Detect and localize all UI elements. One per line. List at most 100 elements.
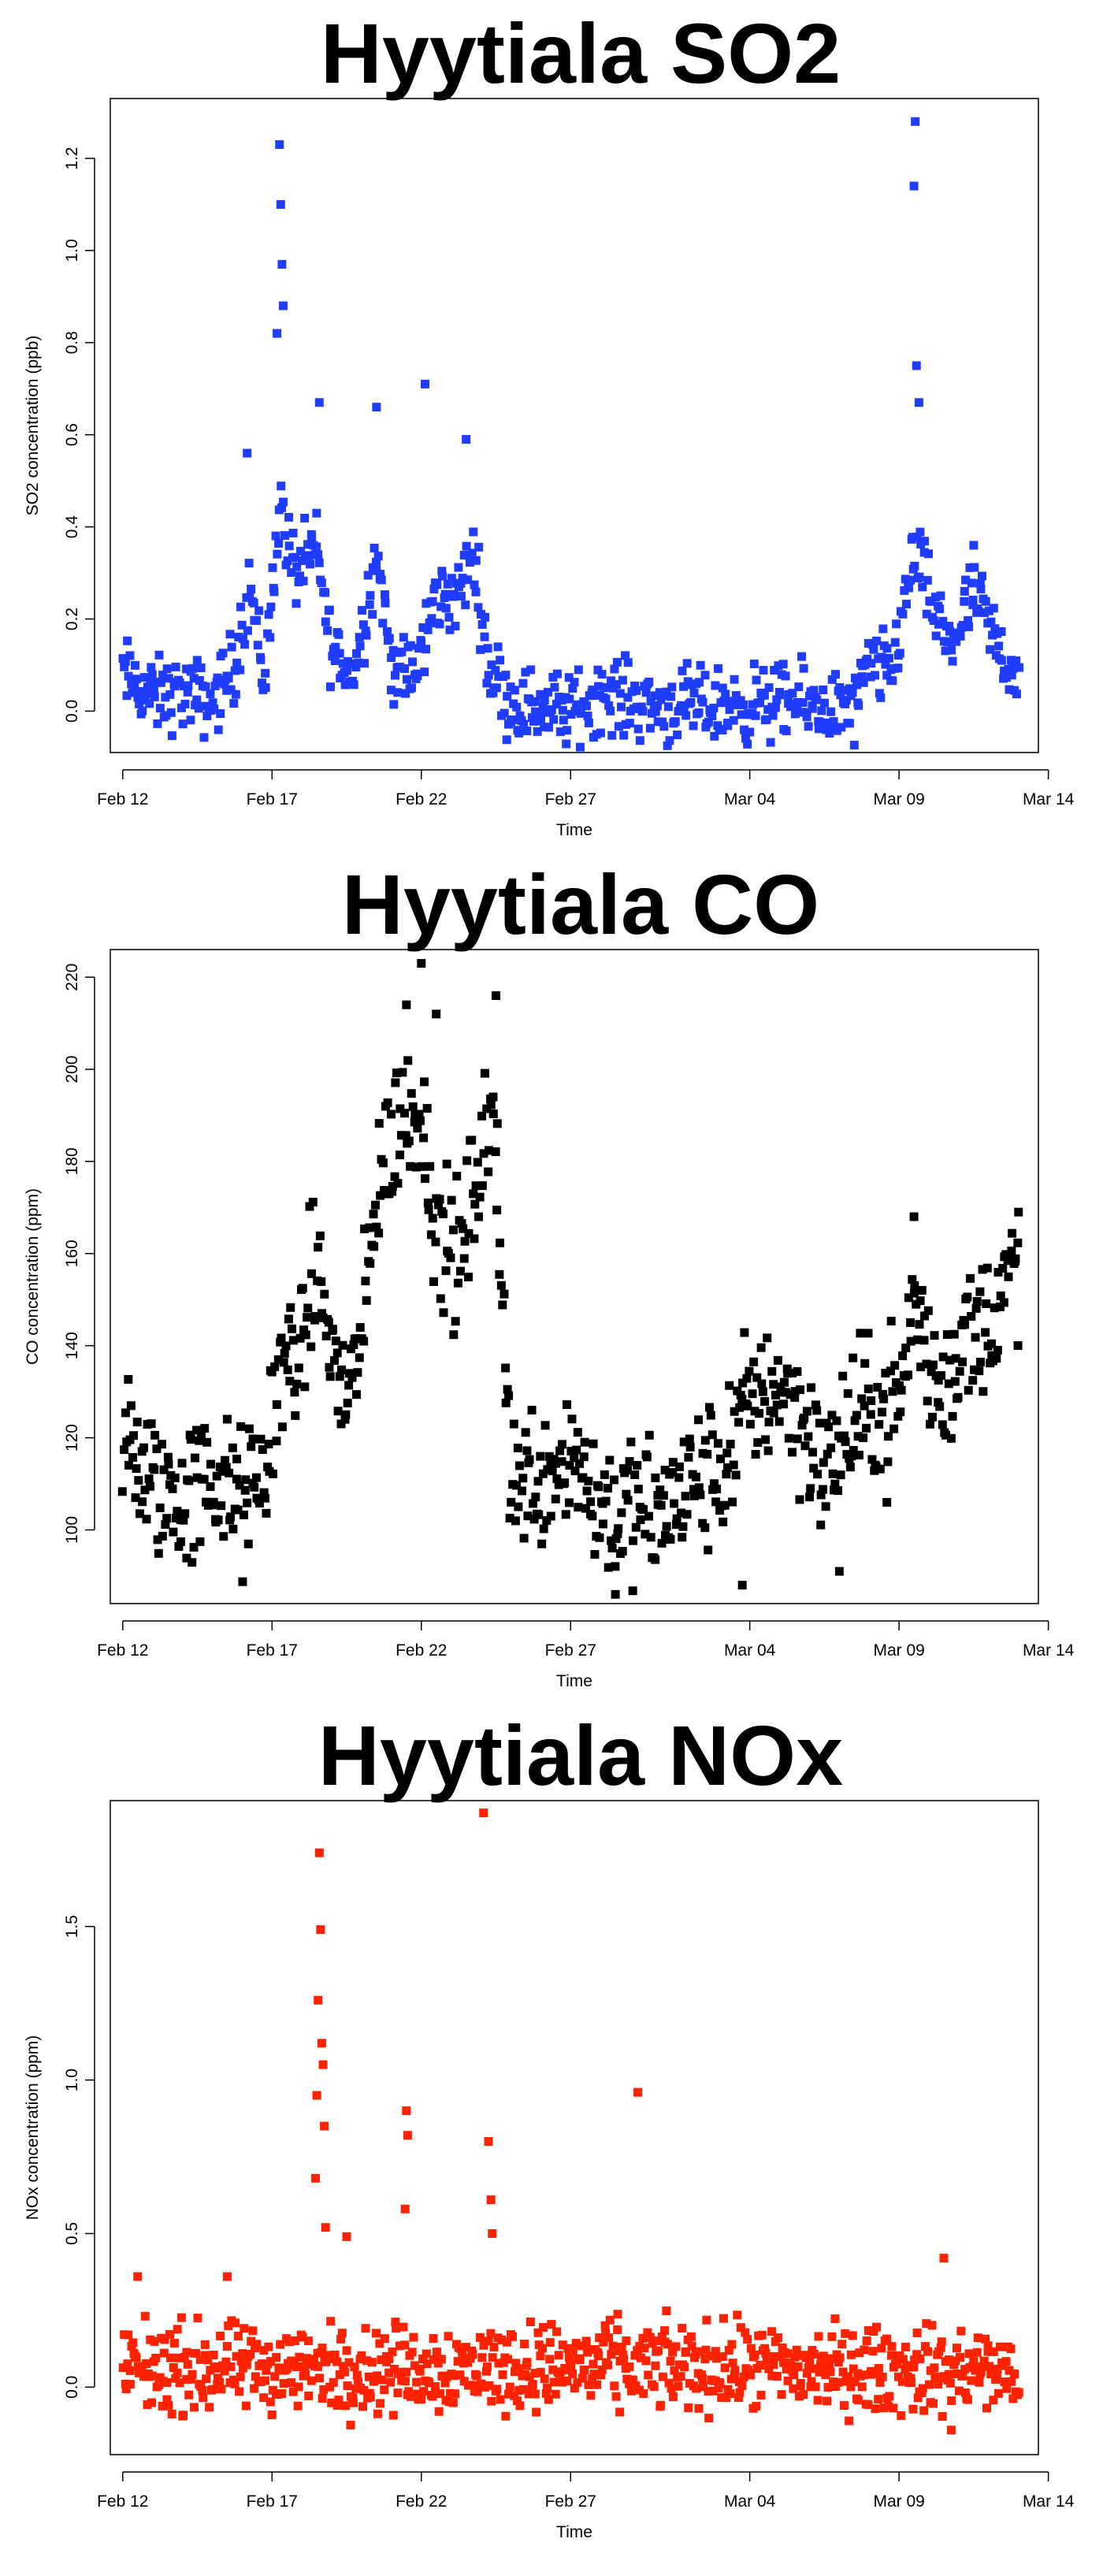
data-point	[121, 1408, 130, 1418]
data-point	[277, 1333, 286, 1343]
data-point	[561, 2365, 570, 2374]
data-point	[878, 624, 888, 634]
data-point	[206, 1482, 215, 1492]
data-point	[876, 693, 886, 702]
data-point	[501, 1398, 511, 1407]
data-point	[554, 1480, 563, 1489]
data-point	[563, 2376, 572, 2385]
data-point	[168, 1484, 177, 1493]
data-point-peak	[317, 2039, 326, 2048]
data-point	[974, 607, 983, 616]
data-point	[988, 630, 997, 640]
data-point	[777, 2390, 786, 2399]
data-point	[837, 723, 846, 732]
data-point	[481, 2366, 491, 2376]
data-point	[246, 2350, 255, 2359]
data-point	[171, 2373, 180, 2383]
data-point	[303, 2336, 313, 2346]
data-point	[281, 1341, 291, 1351]
data-point	[640, 2344, 649, 2353]
data-point	[266, 633, 275, 642]
data-point	[813, 1470, 823, 1479]
data-point	[922, 2319, 931, 2329]
data-point	[577, 2341, 586, 2351]
data-point	[233, 1505, 243, 1515]
data-point	[226, 2362, 236, 2371]
data-point	[633, 724, 643, 734]
data-point	[528, 2380, 537, 2389]
data-point	[572, 1445, 581, 1455]
data-point	[479, 2340, 488, 2350]
data-point	[978, 1265, 987, 1274]
data-point	[314, 550, 323, 559]
data-point	[217, 1501, 226, 1511]
data-point-peak	[273, 329, 282, 338]
data-point	[332, 2357, 342, 2366]
data-point	[321, 2357, 331, 2366]
data-point	[589, 2359, 598, 2369]
data-point	[443, 579, 452, 589]
data-point-peak	[312, 2091, 321, 2100]
data-point	[769, 2360, 778, 2370]
x-tick-label: Feb 17	[247, 2492, 298, 2511]
data-point	[128, 688, 137, 697]
data-point	[579, 1452, 589, 1462]
data-point	[146, 676, 155, 686]
data-point	[121, 656, 130, 666]
data-point	[617, 1508, 626, 1518]
data-point	[501, 671, 511, 680]
data-point	[306, 1269, 316, 1278]
data-point	[212, 1471, 221, 1481]
data-point	[534, 1510, 544, 1519]
data-point	[139, 673, 149, 682]
data-point	[731, 691, 741, 701]
data-point	[951, 1354, 960, 1363]
data-point	[451, 622, 460, 631]
data-point	[458, 2348, 467, 2358]
data-point	[193, 2314, 202, 2323]
data-point	[897, 2411, 906, 2420]
data-point	[951, 2356, 960, 2366]
data-point	[313, 2362, 322, 2371]
data-point	[965, 563, 975, 572]
data-point	[536, 2367, 545, 2377]
data-point	[651, 1555, 660, 1564]
data-point	[745, 1419, 755, 1429]
data-point	[422, 645, 431, 654]
data-point	[686, 697, 696, 707]
data-point	[947, 2396, 956, 2406]
data-point	[963, 2395, 972, 2404]
data-point	[872, 636, 882, 645]
data-point	[835, 2353, 845, 2362]
data-point	[498, 1300, 507, 1310]
data-point	[388, 2411, 398, 2420]
data-point	[162, 2395, 172, 2404]
data-point	[407, 683, 417, 693]
data-point	[299, 576, 308, 585]
data-point	[613, 2310, 622, 2319]
data-point	[476, 645, 485, 654]
data-point	[655, 688, 664, 697]
data-point	[527, 1405, 537, 1414]
data-point	[836, 690, 845, 700]
data-point	[731, 1470, 741, 1480]
data-point	[826, 1443, 836, 1452]
data-point	[778, 2344, 787, 2353]
data-point	[908, 1275, 917, 1284]
data-point	[153, 719, 162, 728]
data-point	[366, 591, 375, 600]
data-point	[494, 671, 503, 681]
data-point-peak	[277, 259, 287, 269]
data-point	[122, 691, 132, 701]
data-point	[303, 1313, 312, 1322]
data-point	[802, 2369, 811, 2378]
data-point	[150, 1465, 159, 1474]
data-point	[709, 704, 719, 713]
data-point	[378, 1158, 388, 1168]
y-tick-label: 180	[63, 1147, 81, 1175]
data-point	[845, 1463, 855, 1472]
data-point	[284, 512, 294, 522]
data-point	[794, 682, 804, 692]
data-point	[790, 2352, 800, 2362]
data-point	[724, 2346, 733, 2355]
